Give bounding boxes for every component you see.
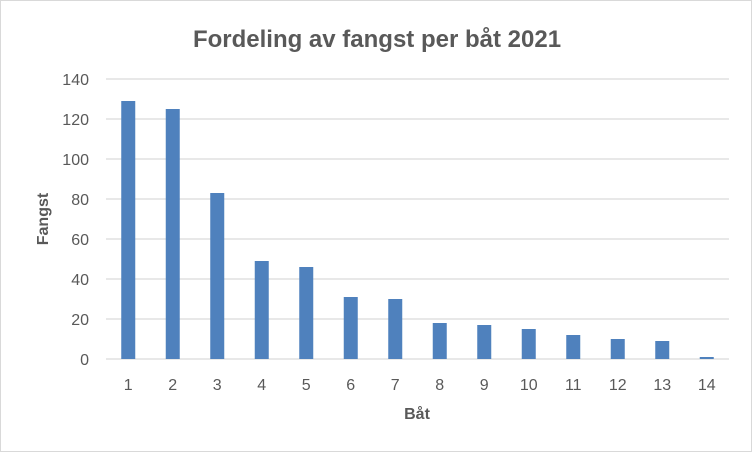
x-tick-label: 14 [698, 377, 716, 394]
x-tick-label: 2 [168, 377, 177, 394]
x-tick-label: 7 [391, 377, 400, 394]
bar-6 [343, 297, 358, 359]
bar-3 [210, 193, 225, 359]
bar-1 [121, 101, 136, 359]
x-tick-label: 1 [124, 377, 133, 394]
x-tick-label: 5 [302, 377, 311, 394]
y-tick-label: 60 [71, 232, 89, 249]
y-tick-label: 100 [62, 152, 89, 169]
x-tick-label: 3 [213, 377, 222, 394]
bar-10 [521, 329, 536, 359]
bar-4 [254, 261, 269, 359]
y-tick-label: 20 [71, 312, 89, 329]
x-tick-label: 12 [609, 377, 627, 394]
x-tick-label: 11 [565, 377, 582, 394]
chart-title: Fordeling av fangst per båt 2021 [193, 26, 561, 53]
y-tick-label: 80 [71, 192, 89, 209]
y-tick-label: 0 [80, 352, 89, 369]
y-tick-label: 140 [62, 72, 89, 89]
bar-8 [432, 323, 447, 359]
y-axis-label: Fangst [35, 192, 52, 245]
x-tick-label: 4 [257, 377, 266, 394]
bar-9 [477, 325, 492, 359]
bar-13 [655, 341, 670, 359]
y-tick-label: 40 [71, 272, 89, 289]
x-tick-label: 8 [435, 377, 444, 394]
bar-12 [610, 339, 625, 359]
bar-2 [165, 109, 180, 359]
bar-7 [388, 299, 403, 359]
x-tick-label: 10 [520, 377, 538, 394]
x-tick-label: 6 [346, 377, 355, 394]
bar-11 [566, 335, 581, 359]
x-tick-label: 13 [653, 377, 671, 394]
bar-5 [299, 267, 314, 359]
y-tick-label: 120 [62, 112, 89, 129]
x-tick-label: 9 [480, 377, 489, 394]
bar-14 [699, 357, 714, 359]
x-axis-label: Båt [404, 405, 430, 423]
